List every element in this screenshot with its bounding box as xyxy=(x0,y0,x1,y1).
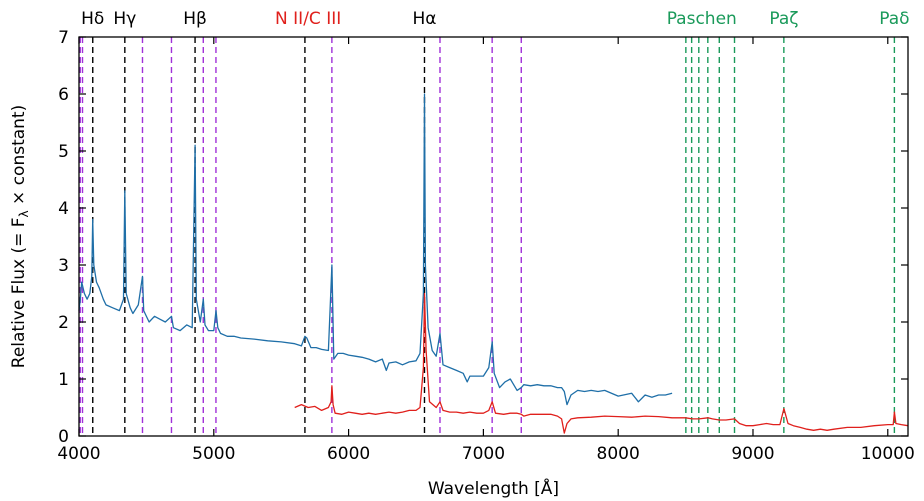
line-label: Hβ xyxy=(183,9,207,29)
y-tick-label: 1 xyxy=(58,370,69,390)
line-label: Paδ xyxy=(879,9,909,29)
line-labels: Hδ Hγ Hβ N II/C III Hα Paschen Paζ Paδ xyxy=(81,9,909,29)
line-label: N II/C III xyxy=(275,9,341,29)
y-tick-label: 3 xyxy=(58,256,69,276)
x-tick-label: 6000 xyxy=(327,444,370,464)
y-tick-label: 6 xyxy=(58,85,69,105)
line-label: Paschen xyxy=(667,9,737,29)
y-tick-label: 5 xyxy=(58,142,69,162)
blue-spectrum-line xyxy=(78,93,673,406)
line-label: Hα xyxy=(412,9,436,29)
y-axis-title-tail: × constant) xyxy=(9,105,29,211)
y-tick-label: 2 xyxy=(58,313,69,333)
x-tick-label: 10000 xyxy=(861,444,915,464)
line-label: Hδ xyxy=(81,9,104,29)
x-tick-label: 4000 xyxy=(57,444,100,464)
x-axis-title: Wavelength [Å] xyxy=(428,477,559,499)
y-axis-title: Relative Flux (= Fλ × constant) xyxy=(9,105,31,368)
spectrum-series xyxy=(78,93,909,434)
red-spectrum-line xyxy=(294,292,909,434)
spectral-line-markers xyxy=(79,37,896,436)
line-label: Hγ xyxy=(113,9,136,29)
plot-frame xyxy=(78,36,909,437)
y-axis-title-subscript: λ xyxy=(17,210,31,217)
line-label: Paζ xyxy=(769,9,798,29)
y-tick-label: 4 xyxy=(58,199,69,219)
y-tick-label: 0 xyxy=(58,427,69,447)
x-tick-label: 5000 xyxy=(192,444,235,464)
y-tick-label: 7 xyxy=(58,28,69,48)
x-tick-label: 7000 xyxy=(462,444,505,464)
y-axis-title-main: Relative Flux (= F xyxy=(9,217,29,368)
x-tick-label: 8000 xyxy=(597,444,640,464)
x-tick-label: 9000 xyxy=(731,444,774,464)
axis-ticks: 4000 5000 6000 7000 8000 9000 10000 0 1 2 3 4 5 6 7 xyxy=(57,28,914,464)
